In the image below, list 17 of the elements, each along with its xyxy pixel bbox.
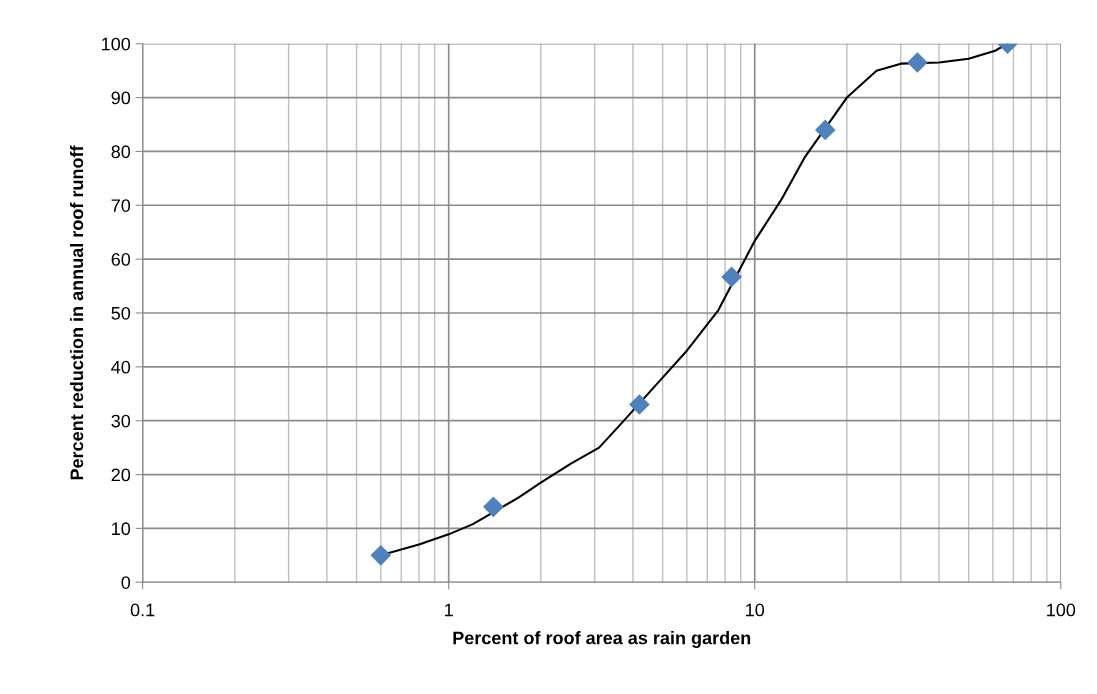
y-tick-label: 20 (111, 468, 131, 482)
x-tick-label: 1 (445, 603, 453, 617)
y-tick-label: 90 (111, 91, 131, 105)
y-tick-label: 0 (121, 576, 131, 589)
y-tick-label: 70 (111, 199, 131, 213)
y-axis-title: Percent reduction in annual roof runoff (69, 145, 84, 480)
y-tick-label: 80 (111, 145, 131, 159)
y-tick-label: 100 (102, 37, 131, 51)
x-tick-label: 100 (1047, 603, 1076, 617)
x-tick-label: 10 (746, 603, 765, 617)
y-tick-label: 10 (112, 522, 131, 536)
y-tick-label: 30 (111, 414, 131, 428)
y-tick-label: 40 (111, 360, 131, 374)
y-tick-label: 50 (111, 306, 131, 320)
y-tick-label: 60 (111, 253, 131, 266)
x-tick-label: 0.1 (130, 603, 155, 617)
x-axis-title: Percent of roof area as rain garden (453, 631, 751, 648)
